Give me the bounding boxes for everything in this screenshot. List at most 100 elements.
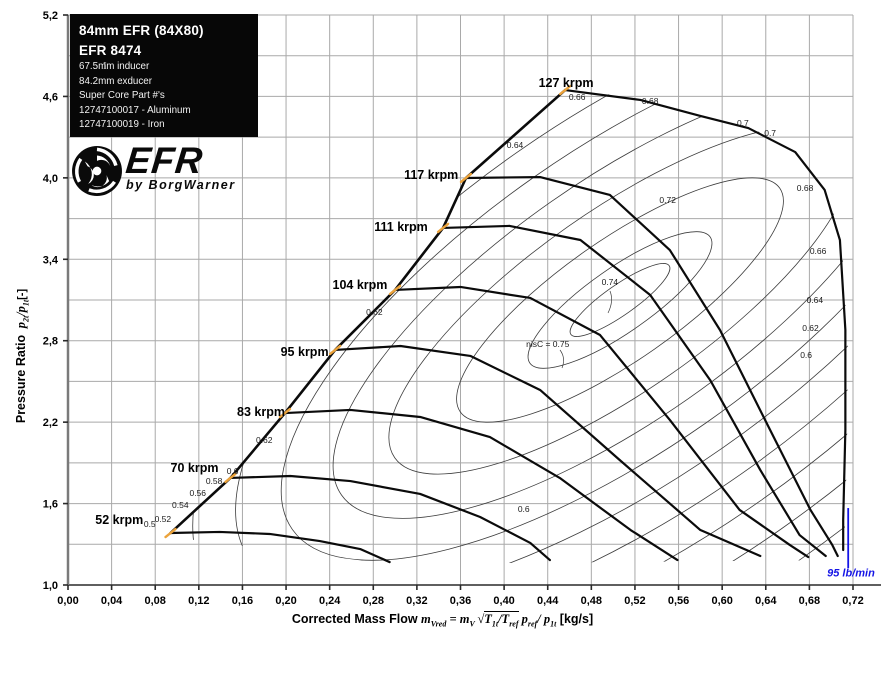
- efficiency-label: 0.52: [155, 514, 172, 524]
- surge-marker: [164, 527, 177, 539]
- y-tick-label: 3,4: [43, 254, 59, 266]
- speed-line: [229, 474, 552, 562]
- speed-label: 111 krpm: [374, 220, 428, 234]
- speed-line: [169, 530, 391, 564]
- y-tick-label: 2,8: [43, 336, 58, 348]
- y-tick-label: 4,6: [43, 91, 58, 103]
- y-tick-label: 5,2: [43, 10, 58, 22]
- x-axis-formula: mVred = mV √T1t/Tref pref/ p1t: [421, 611, 557, 629]
- speed-label: 117 krpm: [404, 168, 458, 182]
- x-tick-label: 0,00: [57, 595, 78, 607]
- y-axis-math: p2t/p1t[-]: [13, 288, 31, 329]
- efficiency-label: 0.7: [737, 118, 749, 128]
- compressor-wheel-swirl-icon: [72, 146, 122, 196]
- efficiency-label: 0.56: [189, 488, 206, 498]
- efficiency-label: 0.62: [256, 435, 273, 445]
- surge-line: [169, 88, 567, 535]
- speed-line: [334, 344, 762, 558]
- logo-brand-text: EFR: [123, 140, 206, 181]
- title-detail-part-iron: 12747100019 - Iron: [79, 119, 165, 131]
- efficiency-contour: [569, 263, 671, 337]
- x-tick-label: 0,08: [145, 595, 166, 607]
- speed-line: [564, 88, 847, 552]
- efficiency-label: 0.64: [507, 140, 524, 150]
- speed-label: 104 krpm: [333, 278, 388, 292]
- speed-label: 83 krpm: [237, 405, 285, 419]
- x-tick-label: 0,28: [363, 595, 384, 607]
- efficiency-label: 0.64: [807, 295, 824, 305]
- label-leader: [559, 349, 564, 369]
- axes: [63, 14, 881, 590]
- surge-marker: [224, 472, 237, 484]
- speed-label: 52 krpm: [95, 513, 143, 527]
- y-tick-label: 4,0: [43, 173, 58, 185]
- efficiency-label: 0.58: [206, 476, 223, 486]
- x-tick-label: 0,20: [275, 595, 296, 607]
- y-axis-title: Pressure Ratio p2t/p1t[-]: [14, 289, 31, 423]
- x-tick-label: 0,36: [450, 595, 471, 607]
- speed-line: [464, 175, 839, 558]
- speed-line: [441, 224, 827, 558]
- efficiency-contour: [456, 177, 784, 423]
- x-tick-label: 0,48: [581, 595, 602, 607]
- text-cursor-icon: I: [103, 60, 107, 72]
- flow-limit-label: 95 lb/min: [827, 568, 875, 580]
- x-tick-label: 0,72: [842, 595, 863, 607]
- x-tick-label: 0,60: [711, 595, 732, 607]
- x-tick-label: 0,04: [101, 595, 123, 607]
- x-axis-title-text: Corrected Mass Flow: [291, 612, 422, 626]
- label-leader: [607, 290, 612, 314]
- efficiency-label: 0.5: [144, 519, 156, 529]
- efficiency-label: ηisC = 0.75: [526, 339, 570, 349]
- efficiency-contour: [280, 88, 848, 561]
- title-box: 84mm EFR (84X80) EFR 8474 67.5mm inducer…: [70, 14, 258, 137]
- x-tick-label: 0,32: [406, 595, 427, 607]
- efficiency-label: 0.6: [518, 504, 530, 514]
- y-axis-title-text: Pressure Ratio: [13, 334, 28, 424]
- x-tick-label: 0,24: [319, 595, 341, 607]
- title-line-2: EFR 8474: [79, 42, 142, 58]
- surge-marker: [558, 84, 572, 96]
- efr-logo: EFR by BorgWarner: [70, 140, 240, 206]
- title-line-1: 84mm EFR (84X80): [79, 23, 204, 38]
- speed-line: [283, 408, 679, 562]
- x-tick-label: 0,16: [232, 595, 253, 607]
- map-lines: [169, 88, 847, 564]
- x-tick-label: 0,44: [537, 595, 559, 607]
- title-detail-part-aluminum: 12747100017 - Aluminum: [79, 104, 191, 116]
- x-axis-title: Corrected Mass Flow mVred = mV √T1t/Tref…: [0, 611, 885, 629]
- efficiency-contour: [527, 231, 713, 369]
- x-axis-units: [kg/s]: [559, 612, 594, 626]
- efficiency-contour: [332, 88, 848, 519]
- speed-label: 127 krpm: [539, 76, 594, 90]
- speed-label: 95 krpm: [281, 345, 329, 359]
- surge-marker: [436, 222, 450, 234]
- y-tick-label: 1,0: [43, 580, 58, 592]
- efficiency-label: 0.62: [802, 323, 819, 333]
- title-detail-exducer: 84.2mm exducer: [79, 75, 152, 87]
- efficiency-label: 0.6: [800, 350, 812, 360]
- efficiency-label: 0.54: [172, 500, 189, 510]
- speed-label: 70 krpm: [171, 461, 219, 475]
- y-tick-label: 1,6: [43, 499, 58, 511]
- title-detail-supercore: Super Core Part #'s: [79, 90, 165, 102]
- surge-marker: [278, 407, 292, 419]
- x-tick-label: 0,52: [624, 595, 645, 607]
- efficiency-label: 0.66: [810, 246, 827, 256]
- x-tick-label: 0,12: [188, 595, 209, 607]
- surge-marker: [388, 284, 402, 296]
- y-tick-label: 2,2: [43, 417, 58, 429]
- efficiency-label: 0.74: [602, 277, 619, 287]
- efficiency-label: 0.68: [642, 96, 659, 106]
- logo-byline: by BorgWarner: [126, 178, 236, 193]
- efficiency-label: 0.7: [764, 128, 776, 138]
- efficiency-label: 0.62: [366, 307, 383, 317]
- title-detail-inducer: 67.5mm inducer: [79, 61, 150, 73]
- x-tick-label: 0,68: [799, 595, 820, 607]
- x-tick-label: 0,56: [668, 595, 689, 607]
- efficiency-label: 0.6: [227, 466, 239, 476]
